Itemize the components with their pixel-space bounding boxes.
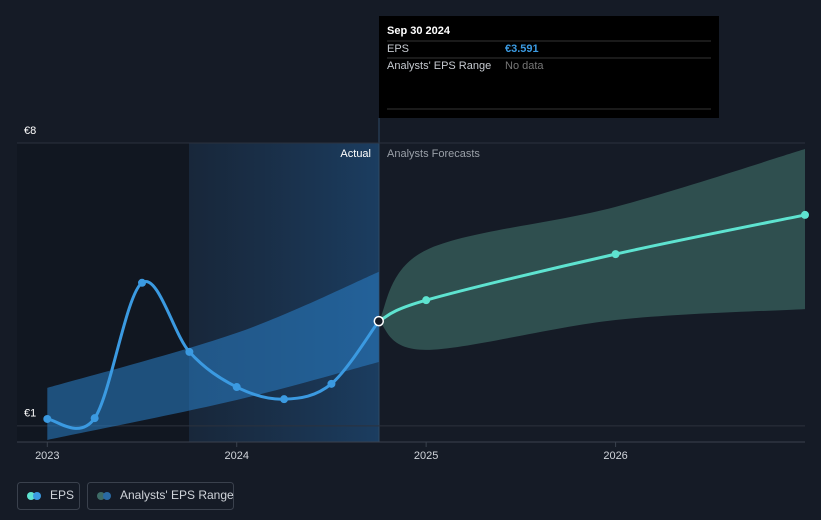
legend: EPS Analysts' EPS Range	[17, 482, 234, 510]
legend-icon	[97, 492, 105, 500]
forecast-point	[611, 250, 620, 259]
eps-point	[280, 395, 289, 404]
legend-icon	[103, 492, 111, 500]
eps-line	[378, 213, 806, 323]
eps-point	[373, 315, 385, 327]
tooltip-label: EPS	[387, 43, 409, 55]
legend-icon	[33, 492, 41, 500]
tooltip-box	[379, 16, 719, 118]
tooltip: Sep 30 2024 EPS €3.591 Analysts' EPS Ran…	[379, 16, 719, 118]
tooltip-label: Analysts' EPS Range	[387, 60, 491, 72]
forecast-point	[801, 210, 809, 219]
x-tick-label: 2023	[35, 450, 59, 462]
x-tick-label: 2024	[224, 450, 248, 462]
plot: €1 €8 2023 2024 2025 2026	[17, 125, 809, 462]
actual-label: Actual	[340, 148, 371, 160]
legend-label: EPS	[50, 488, 74, 502]
legend-box[interactable]	[17, 482, 80, 510]
legend-box[interactable]	[87, 482, 234, 510]
tooltip-date: Sep 30 2024	[387, 25, 451, 37]
y-tick-label: €1	[24, 408, 36, 420]
y-tick-label: €8	[24, 125, 36, 137]
eps-point	[185, 347, 194, 356]
x-tick-label: 2026	[603, 450, 627, 462]
legend-label: Analysts' EPS Range	[120, 488, 234, 502]
range-band	[47, 271, 379, 440]
eps-point	[138, 278, 147, 287]
range-band	[378, 149, 805, 350]
forecast-point	[422, 296, 431, 305]
forecast-label: Analysts Forecasts	[387, 148, 480, 160]
eps-point	[43, 414, 52, 423]
legend-icon	[27, 492, 35, 500]
eps-point	[90, 414, 99, 423]
eps-point	[327, 379, 336, 388]
tooltip-value: €3.591	[505, 43, 539, 55]
x-tick-label: 2025	[414, 450, 438, 462]
eps-point	[232, 383, 241, 392]
tooltip-value: No data	[505, 60, 544, 72]
